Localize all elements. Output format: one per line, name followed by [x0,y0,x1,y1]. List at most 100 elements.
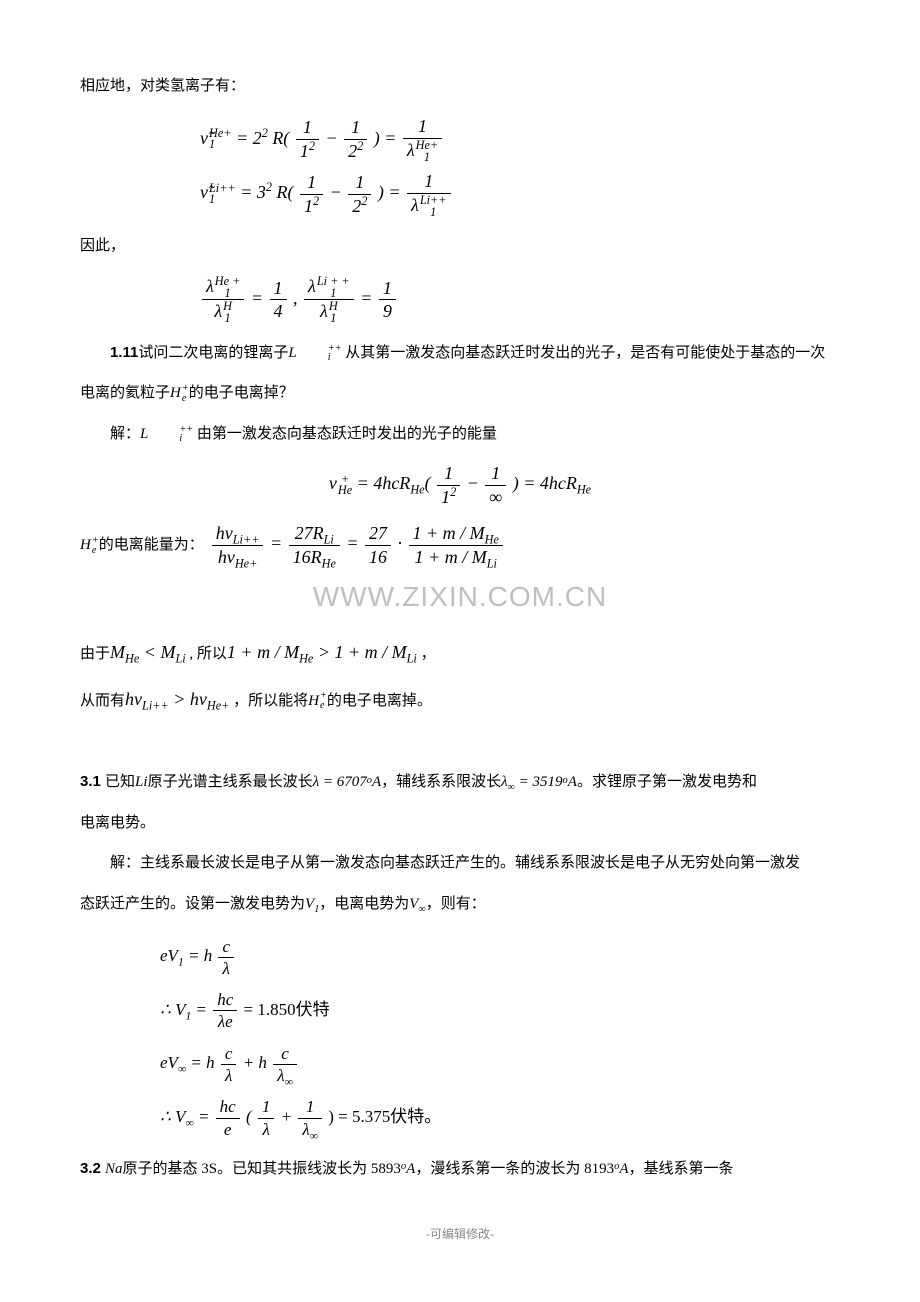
txt: R( [272,128,289,148]
den: 16 [365,546,391,569]
sup: 2 [357,139,363,153]
sub: He [485,533,499,547]
minus: − [467,473,484,493]
solution-3-1b: 态跃迁产生的。设第一激发电势为V1，电离电势为V∞，则有： [80,890,840,919]
txt: ，漫线系第一条的波长为 8193 [415,1161,614,1177]
sym: λ [411,195,419,215]
den: ∞ [485,486,506,509]
sym: λ [302,1120,309,1139]
sup: 2 [313,194,319,208]
sup: 2 [262,126,268,140]
sub: 1 [416,152,439,164]
plus: + [281,1107,297,1126]
txt: ，辅线系系限波长 [381,774,501,790]
txt: = 4hcR [357,473,411,493]
para-2: 因此， [80,232,840,261]
problem-3-2: 3.2 Na原子的基态 3S。已知其共振线波长为 5893oA，漫线系第一条的波… [80,1155,840,1184]
num: 1 [258,1096,275,1118]
txt: ∴ V [160,1107,185,1126]
num: 1 [437,462,460,486]
num: 27 [365,522,391,546]
txt: 由第一激发态向基态跃迁时发出的光子的能量 [193,426,497,442]
txt: ，所以能将 [229,693,308,709]
minus: − [330,182,347,202]
txt: 1 + m / M [227,642,299,662]
sym: ν̃ [200,128,208,148]
sym: ν̃ [200,182,208,202]
txt: ) = [374,128,401,148]
num: c [221,1043,237,1065]
txt: hν [218,547,235,567]
sub: He [577,483,591,497]
sym: λ [308,276,316,296]
conclusion: 从而有hνLi++ > hνHe+ ，所以能将H+e的电子电离掉。 [80,682,840,716]
txt: , 所以 [186,646,227,662]
txt: = 3 [240,182,266,202]
gt: > [169,689,190,709]
txt: > 1 + m / M [313,642,406,662]
sub: He+ [207,698,230,712]
txt: 解： [110,426,140,442]
num: c [273,1043,297,1065]
txt: 从而有 [80,693,125,709]
angstrom: A [372,774,381,790]
sub: ∞ [418,904,425,915]
sym: H [308,693,319,709]
sym: ν [329,473,337,493]
sym: L [140,426,148,442]
den: λ [258,1119,275,1140]
sup: 2 [450,485,456,499]
sub: He [410,483,424,497]
eq-ratios: λHe +1 λH1 = 14 , λLi + +1 λH1 = 19 [200,275,840,325]
txt: 从其第一激发态向基态跃迁时发出的光子，是否有可能使处于基态的一次 [341,345,825,361]
para-1: 相应地，对类氢离子有： [80,72,840,101]
num: 1 [298,1096,322,1118]
watermark: WWW.ZIXIN.COM.CN [80,570,840,623]
problem-1-11: 1.11试问二次电离的锂离子L++i 从其第一激发态向基态跃迁时发出的光子，是否… [80,339,840,368]
val: = 1.850伏特 [244,1000,330,1019]
num: 1 [344,116,367,140]
sub: 1 [223,313,232,325]
den: λe [213,1011,237,1032]
txt: 1 [304,196,313,216]
sub: ∞ [285,1075,293,1088]
eq-potentials: eV1 = h cλ ∴ V1 = hcλe = 1.850伏特 eV∞ = h… [160,932,840,1140]
txt: ( [425,473,431,493]
dot: · [398,533,407,553]
sub: ∞ [178,1063,186,1076]
txt: R( [277,182,294,202]
ionization-energy: H+e的电离能量为： hνLi++hνHe+ = 27RLi16RHe = 27… [80,522,840,568]
den: λ [221,1065,237,1086]
sub: 1 [209,139,232,151]
eq: = [360,288,377,308]
eq-photon-energy: ν+He = 4hcRHe( 112 − 1∞ ) = 4hcRHe [80,462,840,508]
angstrom: A [406,1161,415,1177]
sym: hν [125,689,142,709]
num: 1 [300,171,323,195]
sym: L [288,345,296,361]
eq: = [191,1000,211,1019]
txt: ) = [378,182,405,202]
txt: 1 + m / M [415,547,487,567]
txt: ) = 4hcR [513,473,577,493]
problem-num: 1.11 [110,344,138,361]
txt: ， [417,646,436,662]
sym: Na [105,1161,123,1177]
txt: ，基线系第一条 [629,1161,734,1177]
sym: V [305,896,314,912]
sub: 1 [420,207,447,219]
txt: ，电离电势为 [319,896,409,912]
sym: hν [190,689,207,709]
txt: 16R [293,547,322,567]
eq: = [251,288,268,308]
num: 1 [407,170,451,194]
txt: 的电子电离掉。 [327,693,432,709]
sym: M [160,642,175,662]
txt: 电离的氦粒子 [80,385,170,401]
sub: ∞ [310,1129,318,1142]
sym: λ [206,276,214,296]
txt: 态跃迁产生的。设第一激发电势为 [80,896,305,912]
txt: 。求锂原子第一激发电势和 [577,774,757,790]
sub: Li [175,652,185,666]
txt: hν [216,523,233,543]
